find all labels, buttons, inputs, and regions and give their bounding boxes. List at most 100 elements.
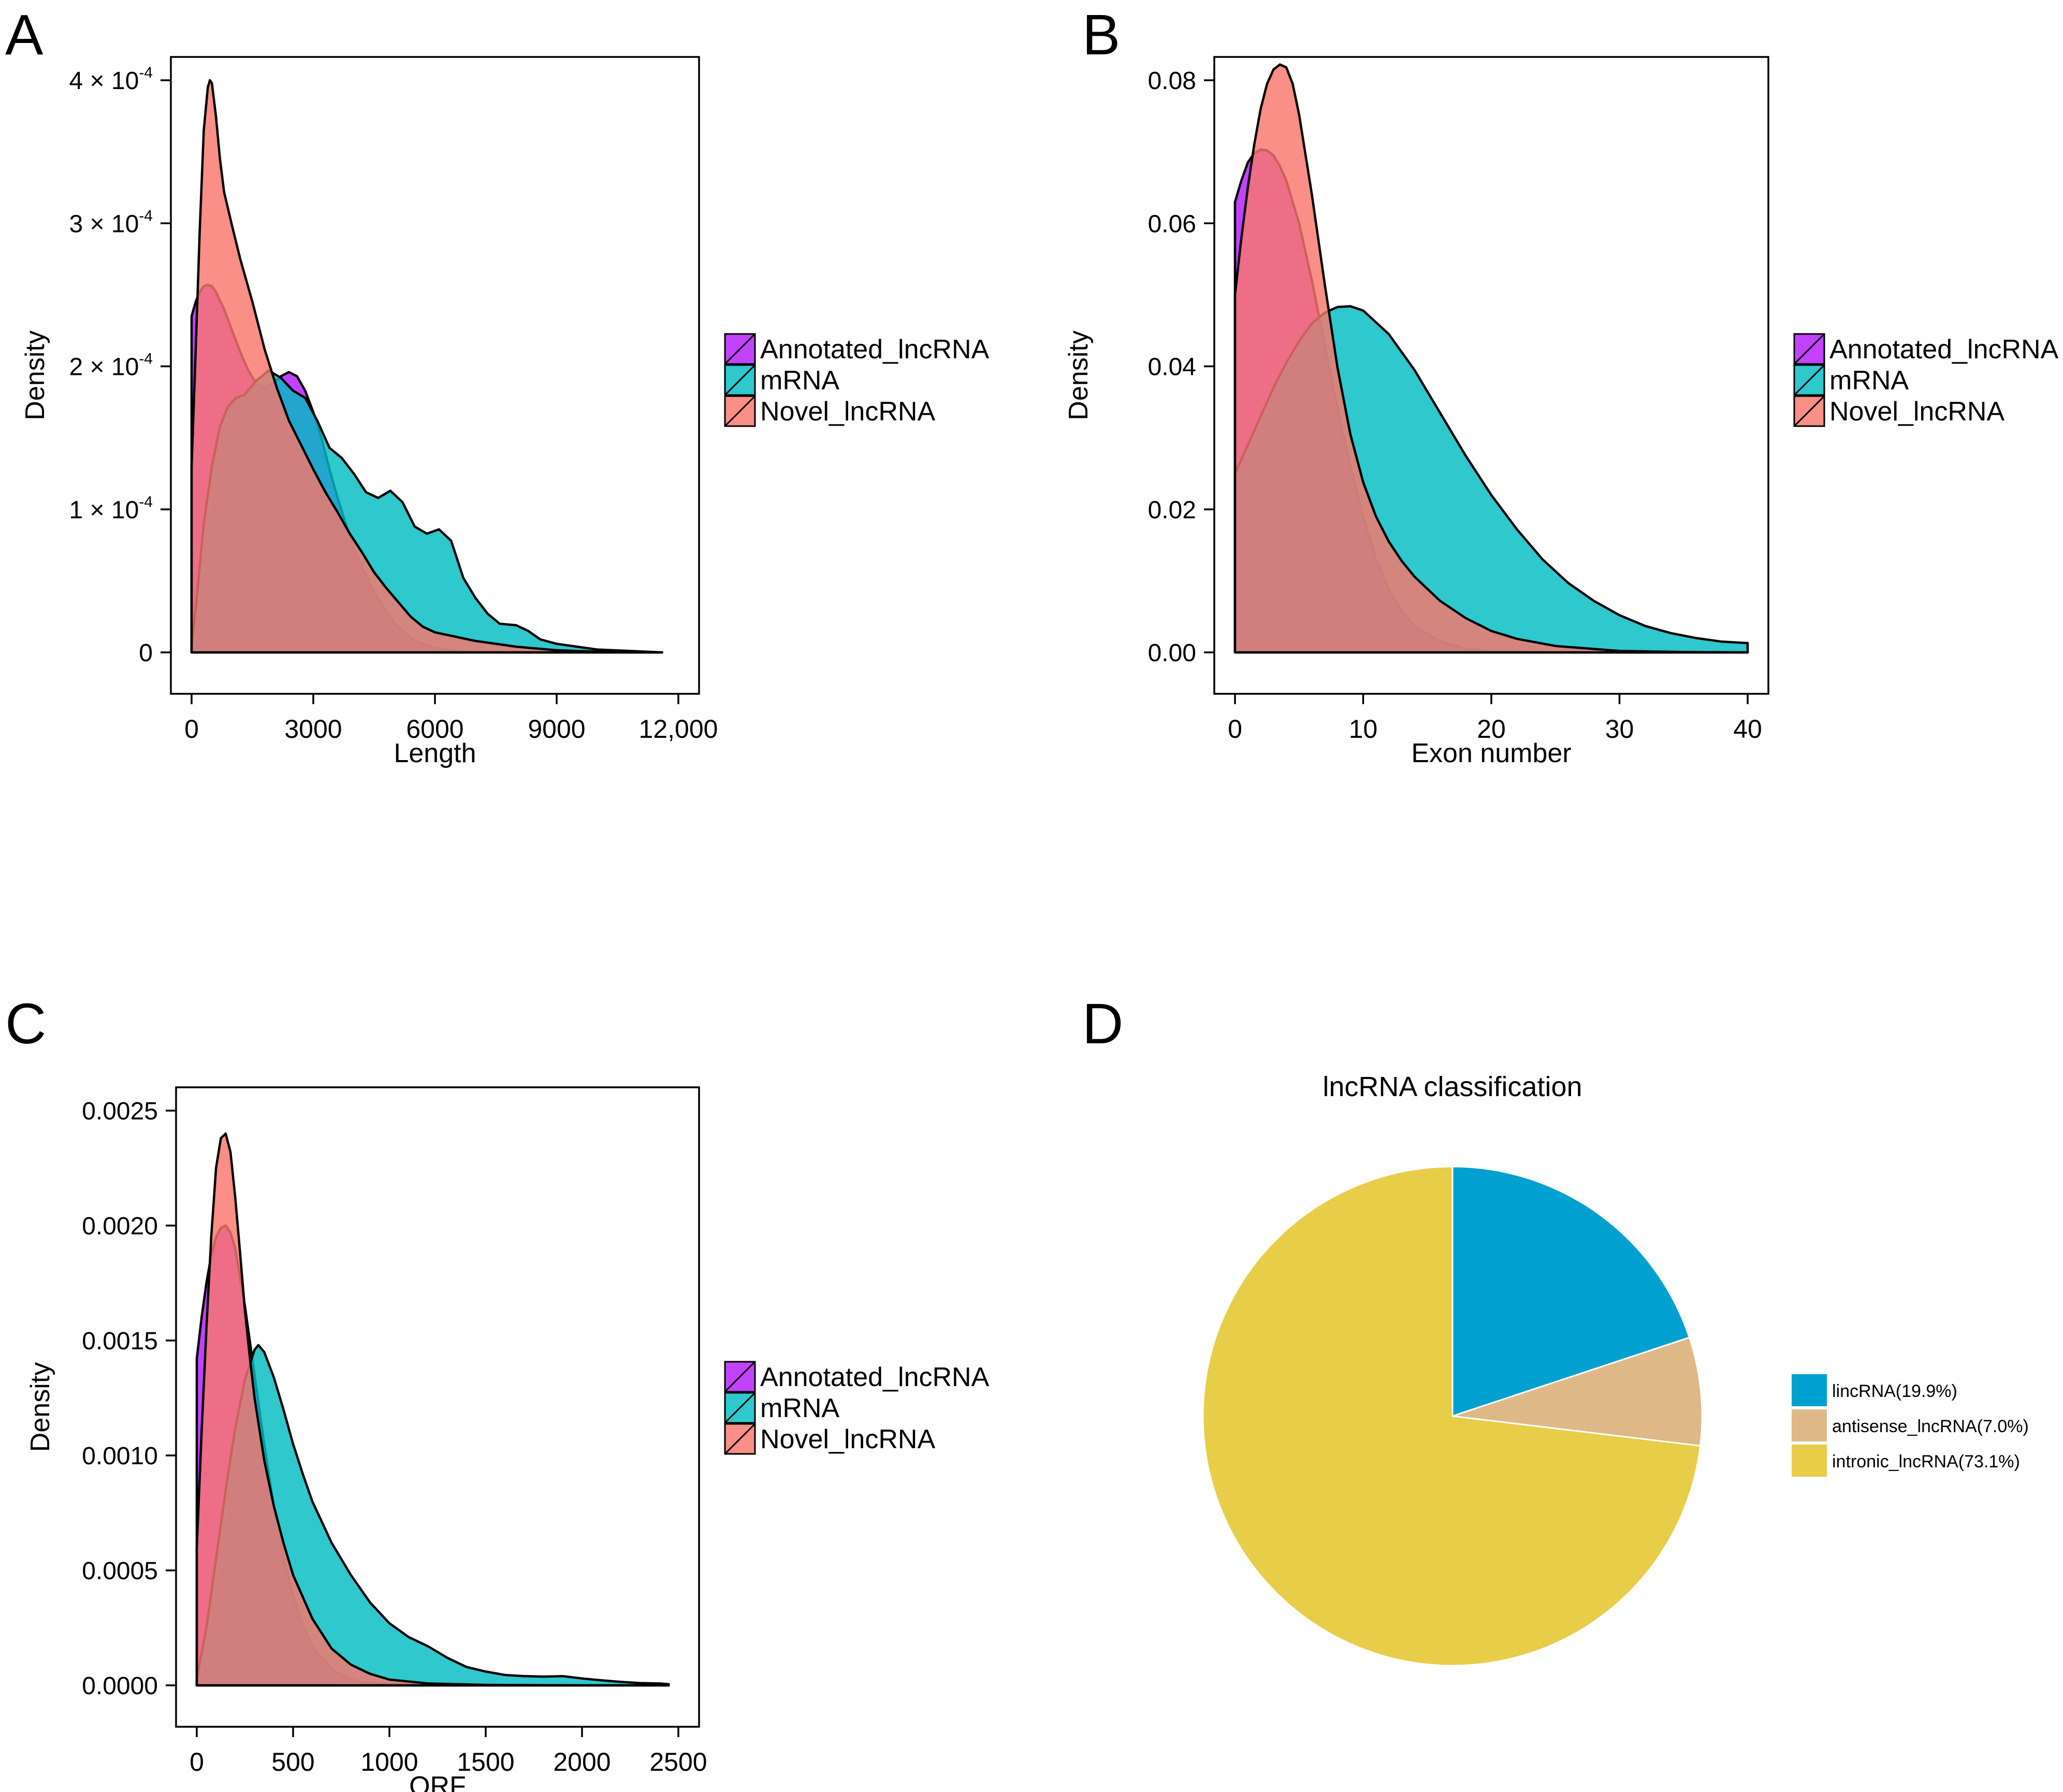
pie-legend: lincRNA(19.9%) antisense_lncRNA(7.0%)intr… bbox=[1792, 1374, 2029, 1477]
legend-swatch-slash bbox=[724, 1392, 756, 1424]
legend-swatch-slash bbox=[724, 1361, 756, 1393]
y-tick-mantissa: 4 × 10 bbox=[69, 67, 139, 95]
x-axis-title: Exon number bbox=[1411, 738, 1571, 768]
y-tick-label: 0.0000 bbox=[82, 1672, 158, 1700]
x-tick-label: 20 bbox=[1477, 715, 1506, 744]
panel-label: A bbox=[5, 3, 43, 67]
y-tick-exponent: -4 bbox=[139, 207, 153, 224]
x-tick-label: 2500 bbox=[649, 1747, 707, 1776]
x-tick-label: 0 bbox=[1228, 715, 1242, 744]
y-tick-label: 0.06 bbox=[1148, 210, 1196, 238]
y-tick-mantissa: 0.02 bbox=[1148, 497, 1196, 524]
y-tick-label: 3 × 10-4 bbox=[69, 207, 153, 238]
y-tick-exponent: -4 bbox=[139, 493, 153, 511]
legend-label: mRNA bbox=[760, 366, 839, 396]
legend-swatch-slash bbox=[724, 333, 756, 365]
pie-legend-label: antisense_lncRNA(7.0%) bbox=[1832, 1417, 2029, 1436]
y-tick-exponent: -4 bbox=[139, 351, 153, 368]
pie-legend-swatch bbox=[1792, 1445, 1827, 1477]
x-tick-label: 2000 bbox=[553, 1747, 611, 1776]
legend-label: Novel_lncRNA bbox=[1829, 397, 2004, 427]
legend-label: mRNA bbox=[760, 1393, 839, 1423]
x-tick-label: 30 bbox=[1605, 715, 1634, 744]
x-tick-label: 3000 bbox=[284, 715, 342, 744]
y-tick-mantissa: 0.08 bbox=[1148, 67, 1196, 95]
y-tick-mantissa: 0.04 bbox=[1148, 354, 1196, 381]
y-tick-mantissa: 0.0005 bbox=[82, 1557, 158, 1585]
y-tick-label: 0 bbox=[139, 639, 153, 667]
legend-label: Novel_lncRNA bbox=[760, 397, 935, 427]
y-tick-mantissa: 0.0025 bbox=[82, 1098, 158, 1125]
y-axis-title: Density bbox=[20, 330, 50, 420]
panel-b: B 0 10 20 30 40 0.00 0.02 0.04 0.06 0.08 Exon numbe… bbox=[1064, 3, 2059, 768]
y-tick-label: 0.04 bbox=[1148, 354, 1196, 381]
pie-slice-intronic-lncrna bbox=[1202, 1165, 1702, 1667]
legend-label: Annotated_lncRNA bbox=[760, 334, 990, 365]
density-area-novel-lncrna bbox=[195, 1132, 670, 1687]
panel-label: B bbox=[1082, 3, 1120, 67]
x-tick-label: 1500 bbox=[457, 1747, 514, 1776]
y-tick-mantissa: 0.0000 bbox=[82, 1672, 158, 1700]
panel-label: C bbox=[5, 992, 46, 1056]
y-tick-label: 0.0010 bbox=[82, 1443, 158, 1470]
x-tick-label: 40 bbox=[1733, 715, 1762, 744]
legend-label: Novel_lncRNA bbox=[760, 1424, 935, 1454]
x-axis-title: ORF bbox=[409, 1771, 466, 1792]
x-tick-label: 10 bbox=[1349, 715, 1378, 744]
x-axis-title: Length bbox=[394, 738, 476, 768]
y-tick-label: 1 × 10-4 bbox=[69, 493, 153, 524]
y-tick-mantissa: 2 × 10 bbox=[69, 354, 139, 381]
pie-legend-label: lincRNA(19.9%) bbox=[1832, 1381, 1957, 1401]
x-tick-label: 0 bbox=[190, 1747, 204, 1776]
y-tick-label: 0.0020 bbox=[82, 1213, 158, 1240]
y-tick-label: 0.0025 bbox=[82, 1098, 158, 1125]
plot-frame bbox=[175, 1086, 700, 1728]
legend-swatch-slash bbox=[724, 364, 756, 396]
legend-swatch-slash bbox=[1793, 364, 1825, 396]
y-tick-label: 0.00 bbox=[1148, 639, 1196, 667]
y-tick-label: 0.0005 bbox=[82, 1557, 158, 1585]
pie-legend-label: intronic_lncRNA(73.1%) bbox=[1832, 1452, 2020, 1472]
y-tick-label: 0.02 bbox=[1148, 497, 1196, 524]
legend-swatch-slash bbox=[724, 1423, 756, 1455]
y-tick-exponent: -4 bbox=[139, 64, 153, 81]
density-area-novel-lncrna bbox=[190, 79, 663, 654]
y-tick-mantissa: 0 bbox=[139, 639, 153, 667]
legend-label: mRNA bbox=[1829, 366, 1909, 396]
y-tick-label: 4 × 10-4 bbox=[69, 64, 153, 95]
x-tick-label: 12,000 bbox=[639, 715, 718, 744]
panel-label: D bbox=[1082, 992, 1123, 1056]
y-tick-mantissa: 0.0020 bbox=[82, 1213, 158, 1240]
y-tick-label: 0.08 bbox=[1148, 67, 1196, 95]
y-axis-title: Density bbox=[1064, 330, 1094, 420]
legend-swatch-slash bbox=[1793, 333, 1825, 365]
x-tick-label: 500 bbox=[271, 1747, 314, 1776]
y-tick-mantissa: 0.00 bbox=[1148, 639, 1196, 667]
y-tick-mantissa: 0.0010 bbox=[82, 1443, 158, 1470]
pie-title: lncRNA classification bbox=[1323, 1071, 1582, 1102]
pie-legend-swatch bbox=[1792, 1374, 1827, 1406]
panel-c: C 0 500 1000 1500 2000 2500 0.0000 0.0005 0.0010 0… bbox=[5, 992, 990, 1792]
pie-slice-lincrna bbox=[1451, 1165, 1691, 1418]
y-tick-mantissa: 0.06 bbox=[1148, 210, 1196, 238]
legend-swatch-slash bbox=[724, 395, 756, 427]
x-tick-label: 0 bbox=[184, 715, 199, 744]
y-tick-mantissa: 0.0015 bbox=[82, 1328, 158, 1355]
legend-label: Annotated_lncRNA bbox=[760, 1362, 990, 1392]
y-tick-mantissa: 1 × 10 bbox=[69, 497, 139, 524]
y-tick-label: 2 × 10-4 bbox=[69, 351, 153, 381]
x-tick-label: 9000 bbox=[528, 715, 585, 744]
y-tick-mantissa: 3 × 10 bbox=[69, 210, 139, 238]
legend-label: Annotated_lncRNA bbox=[1829, 334, 2059, 365]
x-tick-label: 1000 bbox=[360, 1747, 418, 1776]
pie-legend-swatch bbox=[1792, 1409, 1827, 1441]
legend-swatch-slash bbox=[1793, 395, 1825, 427]
y-tick-label: 0.0015 bbox=[82, 1328, 158, 1355]
density-area-novel-lncrna bbox=[1233, 63, 1749, 654]
